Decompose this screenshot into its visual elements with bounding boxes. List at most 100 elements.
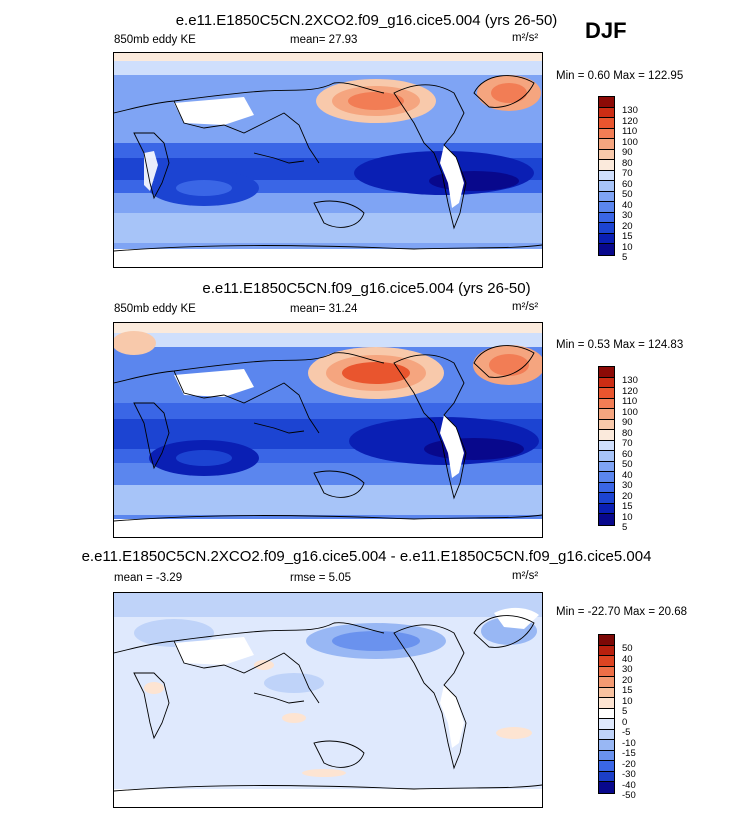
panel-3-colorbar (598, 634, 615, 794)
panel-3-units: m²/s² (512, 570, 539, 582)
colorbar-label: 50 (622, 459, 633, 471)
colorbar-swatch (599, 761, 614, 772)
colorbar-label: 10 (622, 511, 633, 523)
colorbar-swatch (599, 493, 614, 504)
colorbar-label: 5 (622, 706, 628, 718)
colorbar-swatch (599, 503, 614, 514)
colorbar-label: 50 (622, 643, 633, 655)
colorbar-label: -30 (622, 769, 636, 781)
colorbar-label: 90 (622, 417, 633, 429)
colorbar-swatch (599, 782, 614, 793)
colorbar-swatch (599, 181, 614, 192)
panel-2-mean: mean= 31.24 (290, 303, 358, 315)
colorbar-label: 30 (622, 480, 633, 492)
colorbar-swatch (599, 128, 614, 139)
colorbar-label: 20 (622, 490, 633, 502)
colorbar-swatch (599, 461, 614, 472)
panel-1-units: m²/s² (512, 32, 539, 44)
colorbar-label: 100 (622, 406, 638, 418)
colorbar-label: -10 (622, 737, 636, 749)
colorbar-label: 120 (622, 115, 638, 127)
colorbar-label: -20 (622, 758, 636, 770)
colorbar-swatch (599, 677, 614, 688)
colorbar-label: 110 (622, 396, 638, 408)
colorbar-label: 60 (622, 448, 633, 460)
panel-3-title: e.e11.E1850C5CN.2XCO2.f09_g16.cice5.004 … (81, 548, 652, 565)
panel-3-map (113, 592, 543, 808)
colorbar-swatch (599, 377, 614, 388)
panel-1-minmax: Min = 0.60 Max = 122.95 (556, 70, 684, 82)
colorbar-swatch (599, 482, 614, 493)
panel-1-colorbar (598, 96, 615, 256)
panel-2-variable-label: 850mb eddy KE (114, 303, 196, 315)
colorbar-swatch (599, 729, 614, 740)
colorbar-label: 130 (622, 375, 638, 387)
colorbar-label: -15 (622, 748, 636, 760)
colorbar-swatch (599, 687, 614, 698)
colorbar-label: 50 (622, 189, 633, 201)
colorbar-swatch (599, 440, 614, 451)
panel-2-units: m²/s² (512, 301, 539, 313)
panel-2-colorbar (598, 366, 615, 526)
colorbar-swatch (599, 472, 614, 483)
colorbar-swatch (599, 719, 614, 730)
colorbar-swatch (599, 233, 614, 244)
panel-3-mean: mean = -3.29 (114, 572, 183, 584)
colorbar-swatch (599, 409, 614, 420)
colorbar-label: 70 (622, 168, 633, 180)
colorbar-label: 30 (622, 210, 633, 222)
colorbar-swatch (599, 160, 614, 171)
colorbar-label: 40 (622, 469, 633, 481)
panel-1-map (113, 52, 543, 268)
colorbar-label: 30 (622, 664, 633, 676)
colorbar-label: -5 (622, 727, 631, 739)
colorbar-label: 5 (622, 252, 628, 264)
season-label: DJF (585, 18, 627, 43)
colorbar-swatch (599, 212, 614, 223)
colorbar-swatch (599, 107, 614, 118)
colorbar-swatch (599, 451, 614, 462)
colorbar-label: 20 (622, 220, 633, 232)
colorbar-label: 60 (622, 178, 633, 190)
colorbar-label: 15 (622, 501, 633, 513)
colorbar-swatch (599, 149, 614, 160)
panel-2-title: e.e11.E1850C5CN.f09_g16.cice5.004 (yrs 2… (202, 280, 531, 297)
colorbar-swatch (599, 645, 614, 656)
colorbar-swatch (599, 170, 614, 181)
panel-2-minmax: Min = 0.53 Max = 124.83 (556, 339, 684, 351)
colorbar-label: 70 (622, 438, 633, 450)
colorbar-label: 15 (622, 685, 633, 697)
colorbar-swatch (599, 750, 614, 761)
colorbar-label: 20 (622, 674, 633, 686)
colorbar-swatch (599, 771, 614, 782)
colorbar-label: 110 (622, 126, 638, 138)
colorbar-label: 120 (622, 385, 638, 397)
panel-3-rmse: rmse = 5.05 (290, 572, 352, 584)
colorbar-label: 100 (622, 136, 638, 148)
panel-1-mean: mean= 27.93 (290, 34, 358, 46)
colorbar-swatch (599, 698, 614, 709)
colorbar-swatch (599, 139, 614, 150)
colorbar-swatch (599, 635, 614, 646)
colorbar-label: 0 (622, 716, 628, 728)
colorbar-label: 15 (622, 231, 633, 243)
colorbar-swatch (599, 223, 614, 234)
colorbar-label: 40 (622, 653, 633, 665)
colorbar-label: 40 (622, 199, 633, 211)
colorbar-swatch (599, 514, 614, 525)
colorbar-swatch (599, 430, 614, 441)
panel-3-minmax: Min = -22.70 Max = 20.68 (556, 606, 688, 618)
panel-1-variable-label: 850mb eddy KE (114, 34, 196, 46)
colorbar-swatch (599, 118, 614, 129)
colorbar-swatch (599, 740, 614, 751)
panel-2-map (113, 322, 543, 538)
colorbar-label: -50 (622, 790, 636, 802)
panel-1-title: e.e11.E1850C5CN.2XCO2.f09_g16.cice5.004 … (175, 12, 558, 29)
colorbar-label: 10 (622, 241, 633, 253)
colorbar-swatch (599, 202, 614, 213)
colorbar-swatch (599, 367, 614, 378)
colorbar-swatch (599, 708, 614, 719)
colorbar-swatch (599, 656, 614, 667)
colorbar-swatch (599, 388, 614, 399)
colorbar-swatch (599, 666, 614, 677)
